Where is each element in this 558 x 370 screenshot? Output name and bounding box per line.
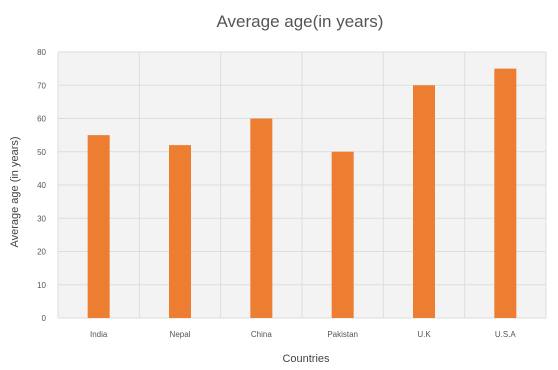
gridlines	[57, 51, 547, 319]
bar-nepal	[169, 145, 191, 318]
y-tick-label: 60	[37, 115, 46, 124]
y-tick-label: 10	[37, 281, 46, 290]
y-tick-label: 40	[37, 181, 46, 190]
chart-title: Average age(in years)	[217, 12, 384, 31]
bar-china	[250, 118, 273, 318]
y-axis-ticks: 0 10 20 30 40 50 60 70 80	[37, 48, 46, 323]
bar-india	[87, 135, 110, 318]
y-tick-label: 30	[37, 214, 46, 223]
y-tick-label: 70	[37, 81, 46, 90]
y-axis-label: Average age (in years)	[9, 136, 21, 247]
x-tick-label: India	[90, 330, 108, 339]
x-tick-label: China	[251, 330, 272, 339]
bar-u-s-a	[494, 68, 517, 318]
y-tick-label: 0	[42, 314, 47, 323]
x-axis-ticks: India Nepal China Pakistan U.K U.S.A	[90, 330, 516, 339]
bar-pakistan	[331, 151, 354, 318]
y-tick-label: 80	[37, 48, 46, 57]
y-tick-label: 50	[37, 148, 46, 157]
x-tick-label: U.K	[417, 330, 431, 339]
bars	[87, 68, 517, 318]
x-tick-label: Pakistan	[327, 330, 358, 339]
y-tick-label: 20	[37, 248, 46, 257]
bar-u-k	[413, 85, 435, 318]
x-axis-label: Countries	[282, 353, 330, 365]
x-tick-label: U.S.A	[495, 330, 517, 339]
x-tick-label: Nepal	[170, 330, 191, 339]
